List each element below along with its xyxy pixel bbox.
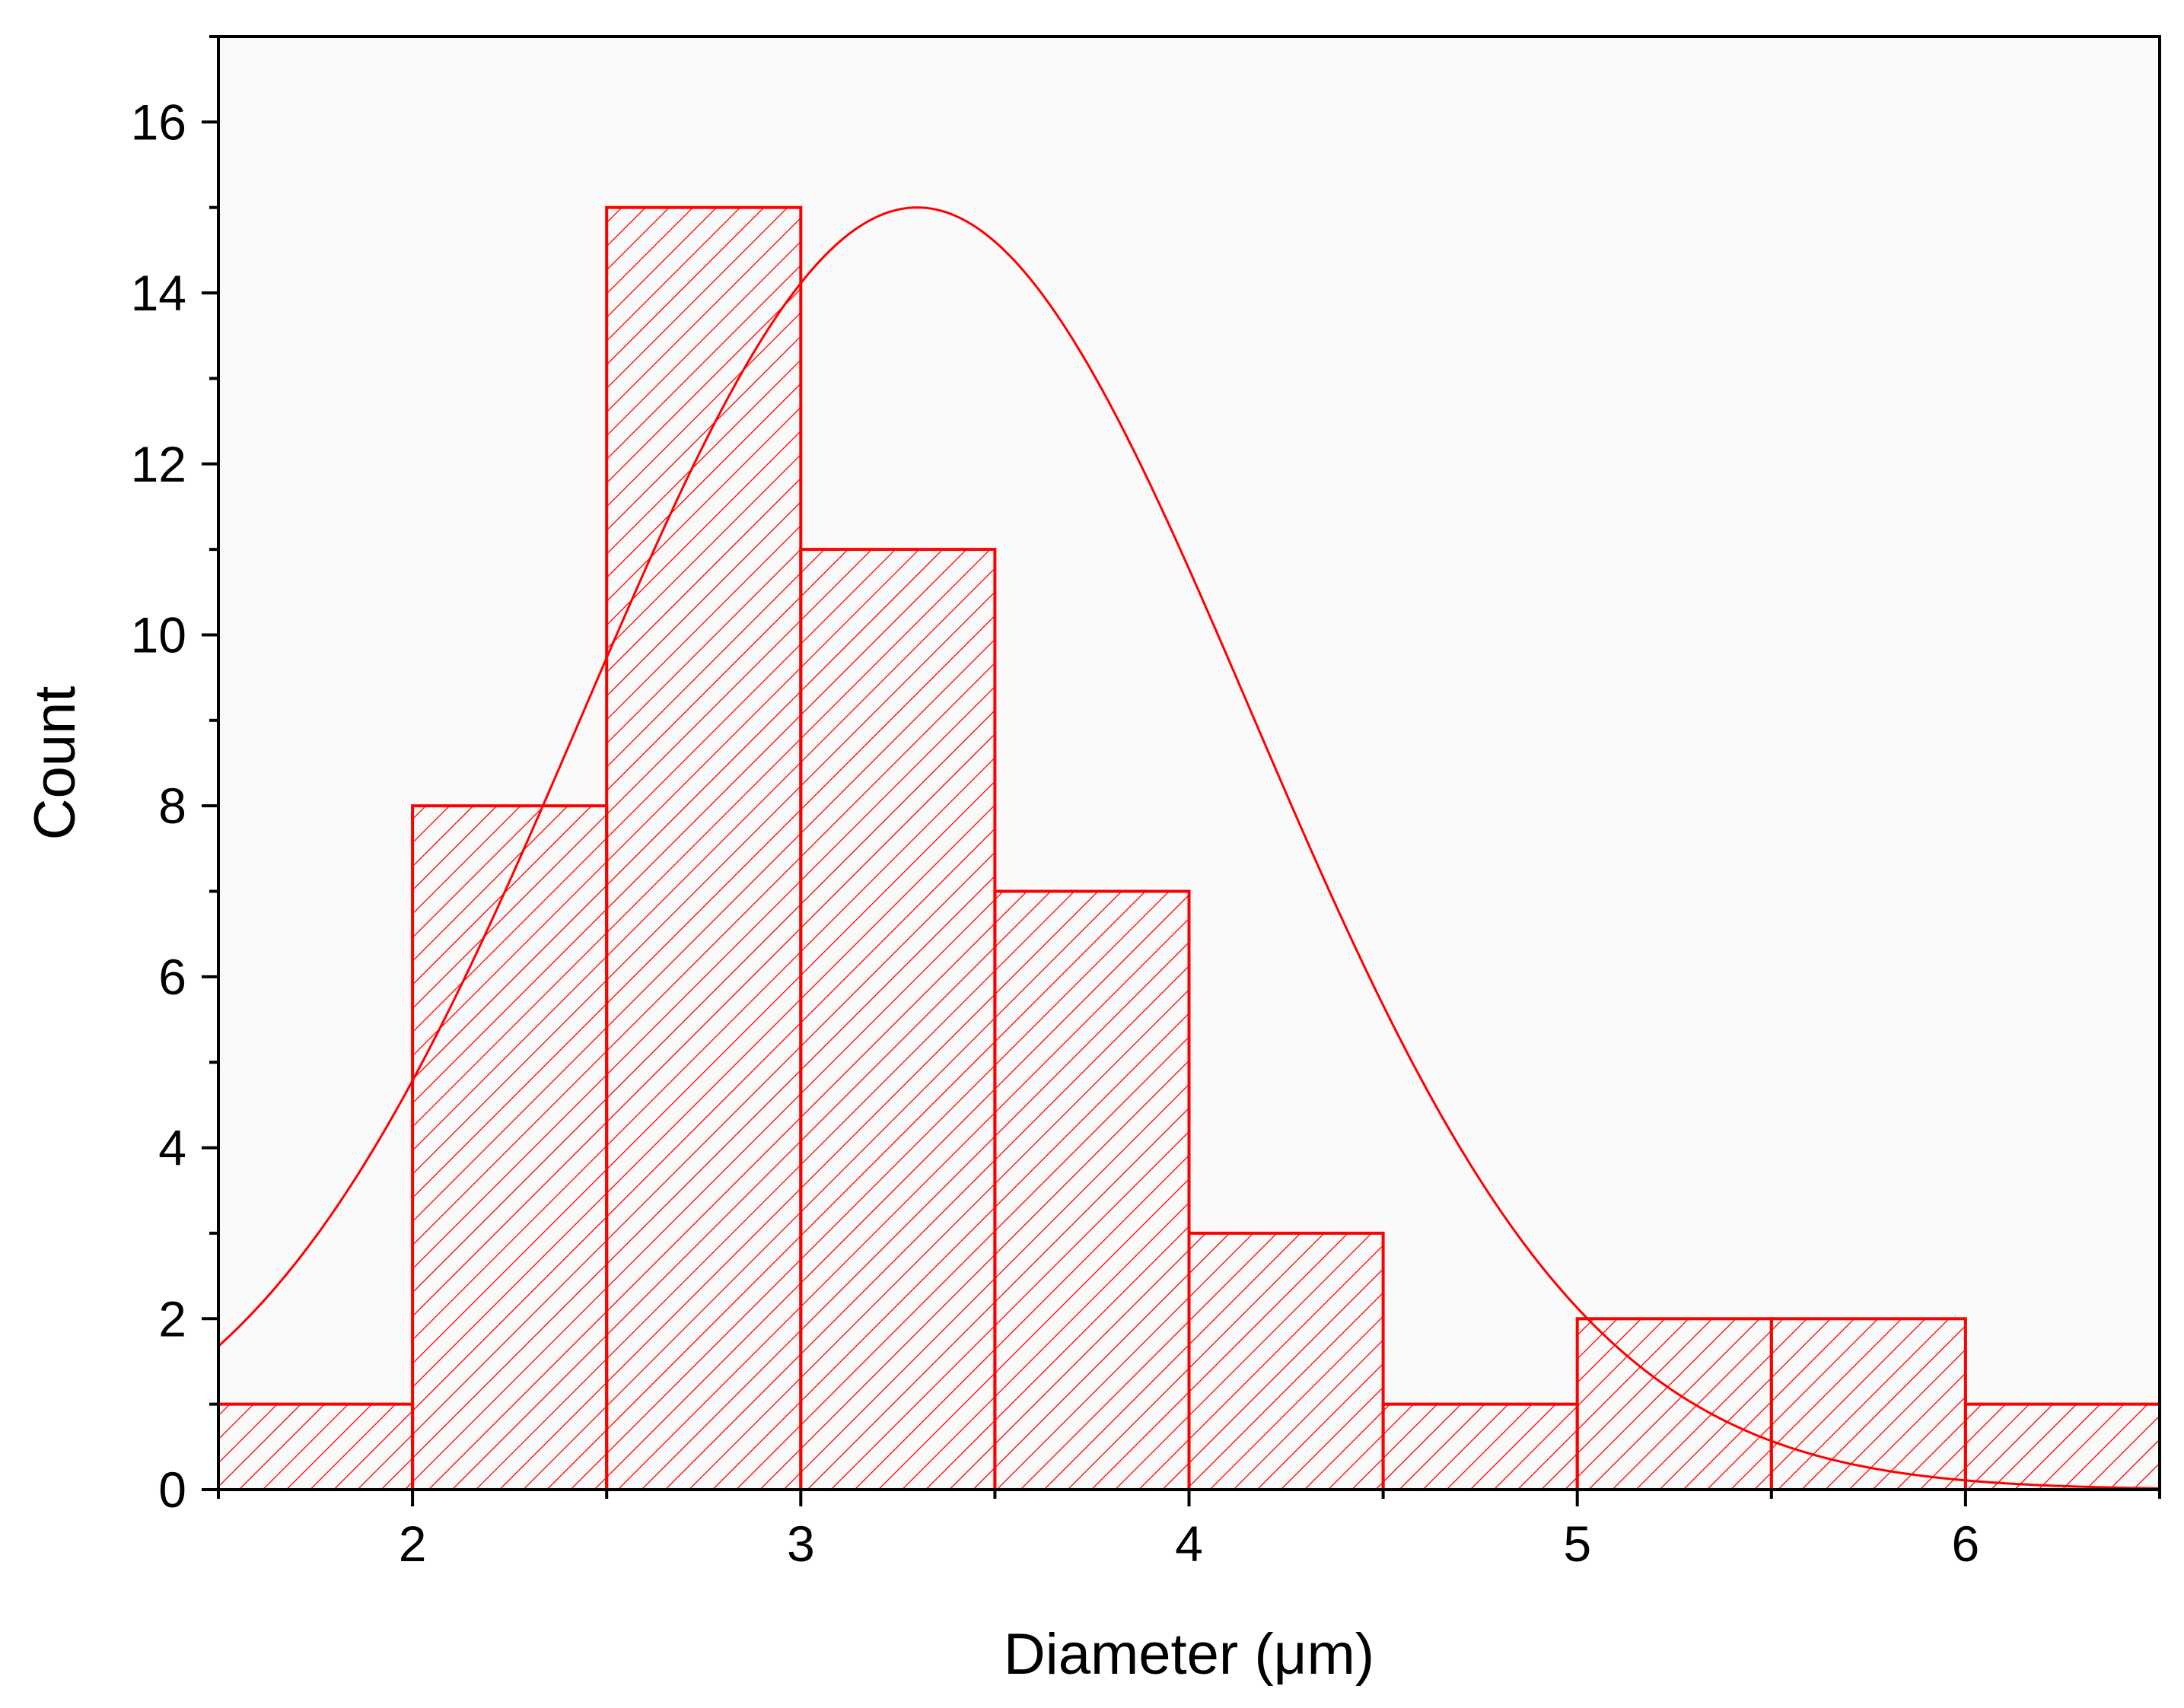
- x-axis-title: Diameter (μm): [1004, 1622, 1374, 1687]
- y-tick-label: 0: [158, 1462, 186, 1518]
- histogram-bars: [217, 205, 2161, 1492]
- x-tick-label: 6: [1952, 1516, 1980, 1572]
- y-tick-label: 16: [131, 94, 186, 150]
- histogram-bar: [799, 548, 997, 1491]
- histogram-bar: [1381, 1402, 1579, 1492]
- ticks: [202, 35, 2161, 1506]
- bar-hatch: [1965, 1404, 2160, 1490]
- histogram-bar: [411, 804, 609, 1492]
- histogram-bar: [217, 1402, 415, 1492]
- histogram-bar: [1769, 1317, 1967, 1491]
- histogram-bar: [605, 205, 803, 1491]
- tick-labels: 2 3 4 5 6 0 2 4 6 8 10 12 14 16: [131, 94, 1980, 1572]
- histogram-bar: [1963, 1402, 2161, 1492]
- x-tick-label: 2: [399, 1516, 427, 1572]
- gaussian-fit-curve: [217, 206, 2160, 1490]
- y-tick-label: 8: [158, 778, 186, 834]
- bar-hatch: [412, 806, 607, 1490]
- y-tick-label: 4: [158, 1120, 186, 1176]
- x-tick-label: 3: [787, 1516, 815, 1572]
- y-tick-label: 10: [131, 606, 186, 663]
- y-tick-label: 12: [131, 436, 186, 492]
- y-tick-label: 2: [158, 1290, 186, 1347]
- histogram-bar: [1575, 1317, 1773, 1491]
- bar-hatch: [606, 207, 801, 1490]
- y-tick-label: 6: [158, 949, 186, 1005]
- bar-hatch: [1577, 1318, 1772, 1490]
- bar-hatch: [1383, 1404, 1578, 1490]
- x-tick-label: 4: [1175, 1516, 1203, 1572]
- bar-hatch: [1771, 1318, 1966, 1490]
- histogram-bar: [993, 889, 1191, 1491]
- bar-hatch: [1189, 1232, 1383, 1490]
- bar-hatch: [218, 1404, 413, 1490]
- y-axis-title: Count: [23, 686, 88, 841]
- bar-hatch: [801, 549, 995, 1490]
- bar-hatch: [995, 891, 1189, 1490]
- x-tick-label: 5: [1563, 1516, 1591, 1572]
- y-tick-label: 14: [131, 265, 186, 321]
- histogram-bar: [1187, 1231, 1385, 1491]
